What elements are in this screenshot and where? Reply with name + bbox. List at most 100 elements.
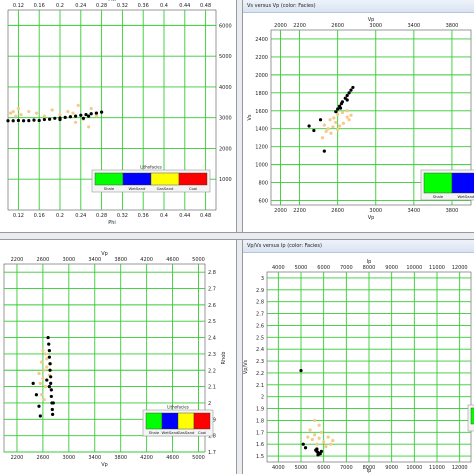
data-point — [334, 120, 338, 125]
data-point — [308, 428, 312, 432]
x-tick-label-top: 0.24 — [75, 3, 86, 9]
data-point — [38, 414, 42, 418]
data-point — [74, 120, 78, 124]
data-point — [11, 119, 15, 123]
data-point — [43, 352, 48, 356]
y-tick-label: 6000 — [219, 23, 232, 29]
data-point — [41, 349, 45, 353]
x-tick-label: 2000 — [274, 208, 287, 214]
legend-label: Coal — [189, 186, 197, 191]
legend-swatch — [177, 412, 195, 430]
data-point — [37, 118, 41, 123]
data-point — [8, 111, 13, 115]
data-point — [345, 109, 349, 113]
data-point — [319, 449, 323, 453]
x-tick-label-top: 0.36 — [138, 3, 149, 9]
x-tick-label-top: 0.32 — [117, 3, 128, 9]
data-point — [16, 118, 20, 123]
y-tick-label: 2000 — [255, 73, 268, 79]
data-point — [40, 360, 44, 364]
data-point — [301, 442, 305, 446]
x-tick-label: 7000 — [340, 465, 353, 471]
data-point — [31, 381, 35, 385]
x-axis-label-top: Vp — [101, 251, 108, 257]
x-tick-label: 11000 — [429, 465, 445, 471]
legend-swatch — [161, 412, 179, 430]
y-axis-label: Vp/Vs — [243, 359, 249, 374]
crossplot-window-vs-vp[interactable]: Vs versus Vp (color: Facies) 2000 2000 2200… — [243, 0, 474, 232]
plot-canvas[interactable]: 2000 2000 2200 2200 2600 2600 3000 3000 3400 3400… — [243, 0, 474, 232]
window-title[interactable]: Vs versus Vp (color: Facies) — [243, 0, 474, 13]
data-point — [84, 113, 88, 117]
legend-label: WetSand — [162, 430, 179, 435]
legend-label: GasSand — [178, 430, 195, 435]
x-tick-label: 3800 — [446, 208, 459, 214]
x-axis-label: Phi — [108, 220, 116, 226]
plot-canvas[interactable]: 2200 2200 2600 2600 3000 3000 3400 3400 3800 3800… — [0, 240, 236, 474]
crossplot-window-rhob-vp[interactable]: 2200 2200 2600 2600 3000 3000 3400 3400 3800 3800… — [0, 240, 236, 474]
data-point — [53, 116, 57, 120]
data-point — [100, 110, 104, 114]
y-tick-label: 2.2 — [208, 368, 216, 374]
x-tick-label: 0.16 — [34, 213, 45, 219]
data-point — [45, 365, 49, 369]
plot-canvas[interactable]: 4000 4000 5000 5000 6000 6000 7000 7000 8000 8000… — [243, 240, 474, 474]
x-tick-label: 2600 — [331, 208, 344, 214]
x-tick-label: 2600 — [37, 455, 50, 461]
x-tick-label-top: 2200 — [11, 257, 24, 263]
window-title[interactable]: Vp/Vs versus Ip (color: Facies) — [243, 240, 474, 253]
y-tick-label: 2400 — [255, 37, 268, 43]
data-point — [38, 381, 42, 385]
data-point — [45, 357, 49, 361]
data-point — [338, 106, 343, 110]
x-axis-label: Ip — [367, 468, 372, 474]
data-point — [32, 118, 36, 122]
y-tick-label: 3000 — [219, 116, 232, 122]
data-point — [42, 368, 46, 372]
data-point — [58, 117, 62, 122]
x-tick-label-top: 10000 — [406, 265, 422, 271]
data-point — [349, 88, 353, 92]
crossplot-window-vpvs-ip[interactable]: Vp/Vs versus Ip (color: Facies) 4000 4000 5… — [243, 240, 474, 474]
data-point — [331, 125, 335, 129]
y-tick-label: 2.1 — [256, 383, 264, 389]
x-tick-label-top: 7000 — [340, 265, 353, 271]
data-point — [336, 112, 340, 116]
data-point — [11, 109, 15, 114]
data-point — [332, 116, 336, 120]
window-separator-horizontal[interactable] — [0, 232, 474, 240]
y-tick-label: 1.8 — [208, 434, 216, 440]
data-point — [51, 412, 55, 416]
x-tick-label: 6000 — [317, 465, 330, 471]
x-tick-label: 4200 — [140, 455, 153, 461]
y-tick-label: 2.4 — [208, 336, 216, 342]
data-point — [349, 113, 353, 117]
x-tick-label: 2200 — [11, 455, 24, 461]
y-tick-label: 2.9 — [256, 288, 264, 294]
data-point — [89, 106, 93, 111]
data-point — [16, 106, 20, 111]
data-point — [50, 108, 54, 112]
plot-canvas[interactable]: 0.12 0.12 0.16 0.16 0.2 0.2 0.24 0.24 0.28 0.28 0.… — [0, 0, 236, 232]
x-tick-label: 0.32 — [117, 213, 128, 219]
x-tick-label-top: 6000 — [317, 265, 330, 271]
x-tick-label-top: 4600 — [166, 257, 179, 263]
x-tick-label-top: 3800 — [114, 257, 127, 263]
data-point — [71, 111, 75, 115]
x-tick-label: 8000 — [363, 465, 376, 471]
data-point — [326, 127, 330, 131]
data-point — [306, 435, 310, 439]
y-tick-label: 2.6 — [256, 323, 264, 329]
x-tick-label-top: 4200 — [140, 257, 153, 263]
legend-label: Shale — [104, 186, 115, 191]
x-tick-label-top: 11000 — [429, 265, 445, 271]
crossplot-window-phi[interactable]: 0.12 0.12 0.16 0.16 0.2 0.2 0.24 0.24 0.28 0.28 0.… — [0, 0, 236, 232]
y-tick-label: 1400 — [255, 127, 268, 133]
legend-swatch — [451, 172, 474, 194]
data-point — [58, 113, 62, 117]
x-tick-label: 4000 — [272, 465, 285, 471]
data-point — [41, 376, 45, 381]
data-point — [48, 362, 52, 366]
x-tick-label: 3000 — [369, 208, 382, 214]
x-tick-label-top: 2000 — [274, 23, 287, 29]
